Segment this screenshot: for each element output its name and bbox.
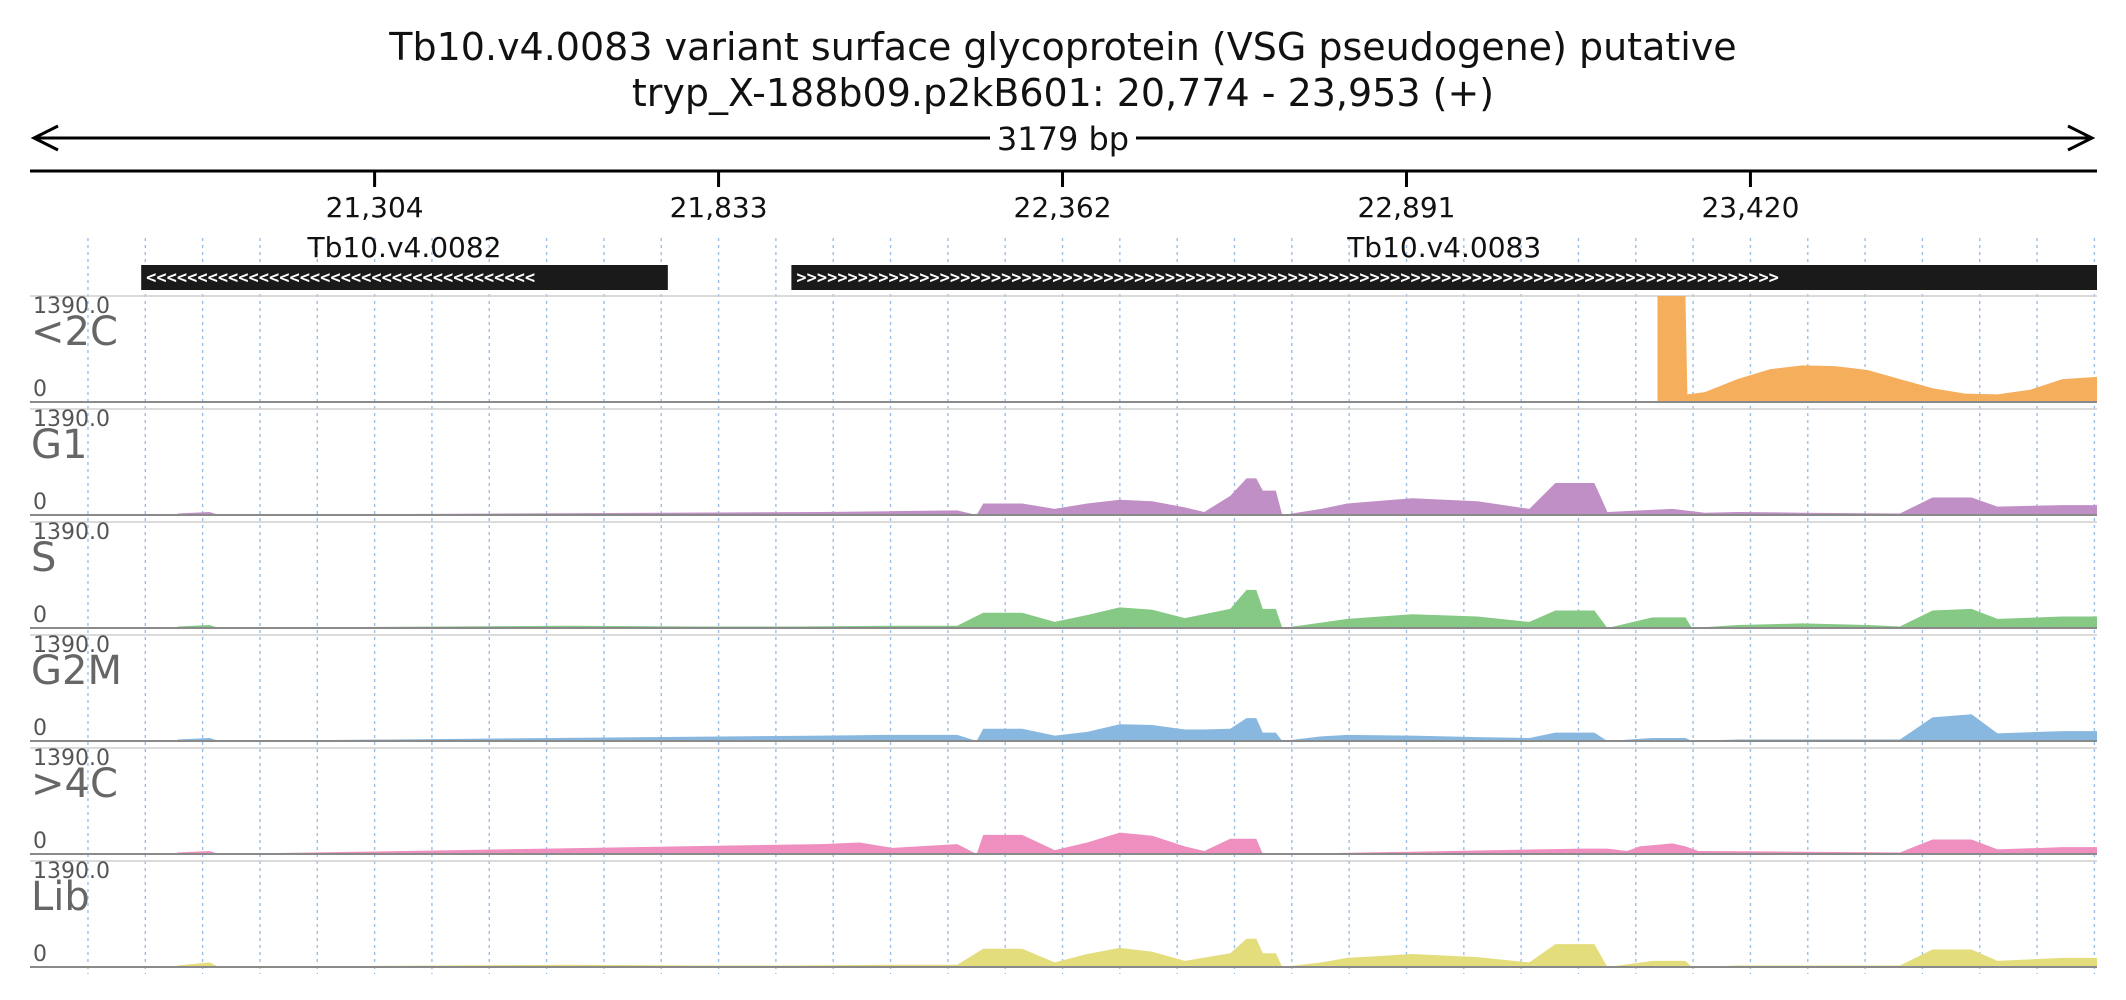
coverage-area	[177, 714, 2097, 741]
coverage-track: 1390.0>4C 0	[30, 746, 2097, 855]
span-ruler: 3179 bp	[30, 120, 2096, 158]
track-name: S	[31, 535, 56, 581]
gene-feature[interactable]: >>>>>>>>>>>>>>>>>>>>>>>>>>>>>>>>>>>>>>>>…	[791, 231, 2097, 290]
grid-lines	[87, 238, 2096, 974]
coverage-area	[177, 589, 2097, 628]
coverage-area	[1657, 296, 2097, 402]
coverage-track: 1390.0<2C 0	[30, 294, 2097, 403]
axis-tick-label: 23,420	[1701, 191, 1799, 224]
gene-track: <<<<<<<<<<<<<<<<<<<<<<<<<<<<<<<<<<<<<< Tb…	[141, 231, 2097, 290]
track-name: >4C	[31, 761, 118, 807]
strand-arrows-icon: >>>>>>>>>>>>>>>>>>>>>>>>>>>>>>>>>>>>>>>>…	[796, 268, 1779, 288]
span-label: 3179 bp	[997, 120, 1129, 158]
track-name: <2C	[31, 309, 118, 355]
gene-feature[interactable]: <<<<<<<<<<<<<<<<<<<<<<<<<<<<<<<<<<<<<< Tb…	[141, 231, 668, 290]
gene-bar[interactable]	[791, 265, 2097, 290]
coverage-tracks: 1390.0<2C01390.0G101390.0S01390.0G2M0139…	[30, 294, 2097, 968]
span-arrow-right-icon	[2067, 124, 2096, 152]
axis-tick-label: 22,362	[1014, 191, 1112, 224]
axis-tick-label: 21,304	[326, 191, 424, 224]
coverage-track: 1390.0S 0	[30, 520, 2097, 629]
track-name: G1	[31, 422, 87, 468]
y-min-label: 0	[33, 716, 47, 741]
strand-arrows-icon: <<<<<<<<<<<<<<<<<<<<<<<<<<<<<<<<<<<<<<	[146, 268, 535, 288]
coverage-area	[177, 938, 2097, 967]
y-max-label: 1390.0	[33, 407, 110, 432]
y-min-label: 0	[33, 377, 47, 402]
gene-label: Tb10.v4.0083	[1346, 231, 1541, 264]
y-max-label: 1390.0	[33, 294, 110, 319]
axis-tick-label: 22,891	[1357, 191, 1455, 224]
coverage-area	[177, 832, 2097, 854]
axis-ticks: 21,304 21,833 22,362 22,891 23,420	[326, 171, 1799, 224]
y-min-label: 0	[33, 829, 47, 854]
span-arrow-left-icon	[30, 124, 59, 152]
coverage-area	[177, 478, 2097, 515]
y-max-label: 1390.0	[33, 746, 110, 771]
gene-bar[interactable]	[141, 265, 668, 290]
track-name: G2M	[31, 648, 122, 694]
axis-tick-label: 21,833	[670, 191, 768, 224]
y-max-label: 1390.0	[33, 520, 110, 545]
track-name: Lib	[31, 874, 90, 920]
y-max-label: 1390.0	[33, 859, 110, 884]
y-min-label: 0	[33, 490, 47, 515]
feature-title: Tb10.v4.0083 variant surface glycoprotei…	[388, 25, 1736, 69]
region-title: tryp_X-188b09.p2kB601: 20,774 - 23,953 (…	[632, 71, 1494, 115]
y-min-label: 0	[33, 942, 47, 967]
coverage-track: 1390.0G1 0	[30, 407, 2097, 516]
y-min-label: 0	[33, 603, 47, 628]
y-max-label: 1390.0	[33, 633, 110, 658]
gene-label: Tb10.v4.0082	[307, 231, 502, 264]
